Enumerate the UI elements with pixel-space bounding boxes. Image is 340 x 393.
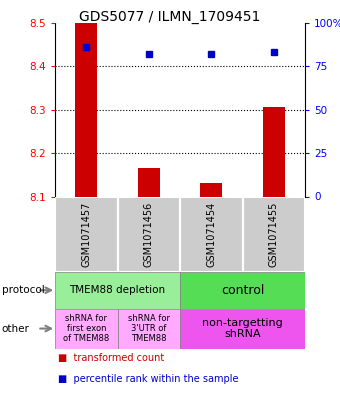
Text: ■  percentile rank within the sample: ■ percentile rank within the sample xyxy=(58,374,239,384)
Text: protocol: protocol xyxy=(2,285,45,295)
Bar xyxy=(118,309,180,349)
Text: GSM1071457: GSM1071457 xyxy=(81,202,91,267)
Text: GSM1071455: GSM1071455 xyxy=(269,202,279,267)
Text: non-targetting
shRNA: non-targetting shRNA xyxy=(202,318,283,339)
Text: shRNA for
first exon
of TMEM88: shRNA for first exon of TMEM88 xyxy=(63,314,109,343)
Bar xyxy=(180,196,242,272)
Bar xyxy=(180,272,305,309)
Bar xyxy=(263,107,285,196)
Bar xyxy=(55,272,180,309)
Bar xyxy=(242,196,305,272)
Text: GSM1071456: GSM1071456 xyxy=(144,202,154,267)
Text: TMEM88 depletion: TMEM88 depletion xyxy=(69,285,166,295)
Bar xyxy=(118,196,180,272)
Bar xyxy=(200,184,222,196)
Text: GSM1071454: GSM1071454 xyxy=(206,202,216,267)
Bar xyxy=(180,309,305,349)
Bar xyxy=(138,168,160,196)
Text: GDS5077 / ILMN_1709451: GDS5077 / ILMN_1709451 xyxy=(79,10,261,24)
Bar xyxy=(75,23,97,196)
Bar xyxy=(55,196,118,272)
Text: other: other xyxy=(2,323,30,334)
Text: control: control xyxy=(221,284,264,297)
Bar xyxy=(55,309,118,349)
Text: shRNA for
3'UTR of
TMEM88: shRNA for 3'UTR of TMEM88 xyxy=(128,314,170,343)
Text: ■  transformed count: ■ transformed count xyxy=(58,353,165,362)
